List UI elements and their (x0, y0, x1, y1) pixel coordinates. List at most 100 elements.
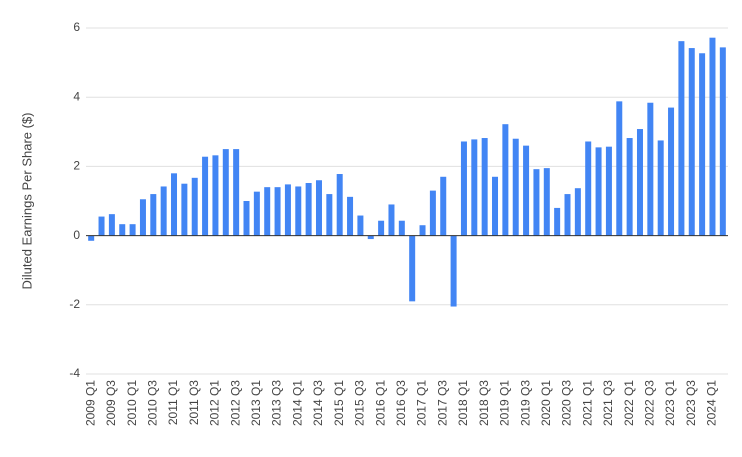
x-tick-label: 2013 Q3 (270, 380, 284, 426)
bar (378, 220, 385, 236)
bar (699, 53, 706, 236)
y-tick-label: 0 (73, 228, 80, 242)
bar (688, 48, 695, 236)
bar (108, 214, 115, 236)
bar (709, 37, 716, 236)
x-tick-label: 2014 Q1 (290, 380, 304, 426)
x-tick-label: 2020 Q3 (560, 380, 574, 426)
bar (315, 180, 322, 236)
bar (678, 41, 685, 236)
x-tick-label: 2024 Q1 (705, 380, 719, 426)
bar (460, 141, 467, 236)
x-tick-label: 2023 Q3 (684, 380, 698, 426)
x-tick-label: 2010 Q1 (125, 380, 139, 426)
bar (191, 177, 198, 236)
bar (129, 224, 136, 236)
x-tick-label: 2020 Q1 (539, 380, 553, 426)
y-tick-label: -2 (69, 297, 80, 311)
bar (585, 141, 592, 236)
bar (481, 138, 488, 236)
bar (636, 129, 643, 236)
bar (564, 194, 571, 236)
y-tick-label: 4 (73, 89, 80, 103)
bar (253, 191, 260, 236)
x-tick-label: 2015 Q3 (353, 380, 367, 426)
bar (523, 145, 530, 236)
x-tick-label: 2012 Q3 (228, 380, 242, 426)
bar (668, 107, 675, 236)
bar (367, 235, 374, 240)
bar (657, 140, 664, 236)
bar (119, 224, 126, 236)
x-tick-label: 2013 Q1 (249, 380, 263, 426)
x-tick-label: 2009 Q1 (83, 380, 97, 426)
x-tick-label: 2014 Q3 (311, 380, 325, 426)
bar (326, 194, 333, 236)
bar (419, 225, 426, 236)
bar (181, 183, 188, 236)
bar (150, 194, 157, 236)
x-tick-label: 2012 Q1 (208, 380, 222, 426)
bar (409, 235, 416, 302)
bar (595, 147, 602, 236)
bar (98, 216, 105, 236)
bar (398, 220, 405, 236)
bar (440, 176, 447, 236)
x-tick-label: 2016 Q1 (373, 380, 387, 426)
bar (450, 235, 457, 307)
bar (574, 188, 581, 236)
bar (160, 186, 167, 236)
x-tick-label: 2017 Q3 (435, 380, 449, 426)
x-tick-label: 2010 Q3 (145, 380, 159, 426)
bar (616, 101, 623, 236)
bar (357, 215, 364, 236)
x-tick-label: 2019 Q1 (498, 380, 512, 426)
bar (171, 173, 178, 236)
x-tick-label: 2021 Q1 (580, 380, 594, 426)
bar (543, 168, 550, 236)
bar (88, 235, 95, 241)
y-tick-label: 6 (73, 20, 80, 34)
bar (212, 155, 219, 236)
bar (222, 149, 229, 236)
bar (284, 184, 291, 236)
bar (388, 204, 395, 236)
x-tick-label: 2011 Q3 (187, 380, 201, 425)
bar (429, 190, 436, 236)
x-tick-label: 2009 Q3 (104, 380, 118, 426)
bar (502, 124, 509, 236)
bar (336, 174, 343, 236)
x-tick-label: 2011 Q1 (166, 380, 180, 425)
bar (512, 138, 519, 236)
y-axis-label: Diluted Earnings Per Share ($) (19, 112, 34, 289)
x-tick-label: 2019 Q3 (518, 380, 532, 426)
bar (605, 146, 612, 236)
bar (139, 199, 146, 236)
bar (647, 102, 654, 236)
bar (554, 207, 561, 236)
x-tick-label: 2022 Q1 (622, 380, 636, 426)
bar (719, 47, 726, 236)
bar (202, 156, 209, 236)
x-tick-label: 2021 Q3 (601, 380, 615, 426)
x-tick-label: 2015 Q1 (332, 380, 346, 426)
bar (264, 187, 271, 236)
bar (243, 201, 250, 236)
bar (295, 186, 302, 236)
y-tick-label: 2 (73, 159, 80, 173)
y-tick-label: -4 (69, 366, 80, 380)
bar (626, 138, 633, 236)
bar (233, 149, 240, 236)
bar (471, 139, 478, 236)
x-tick-label: 2018 Q1 (456, 380, 470, 426)
x-tick-label: 2023 Q1 (663, 380, 677, 426)
x-tick-label: 2022 Q3 (643, 380, 657, 426)
bar (347, 196, 354, 236)
bar (305, 183, 312, 236)
bar (274, 187, 281, 236)
x-tick-label: 2018 Q3 (477, 380, 491, 426)
x-tick-label: 2016 Q3 (394, 380, 408, 426)
bar (533, 169, 540, 236)
